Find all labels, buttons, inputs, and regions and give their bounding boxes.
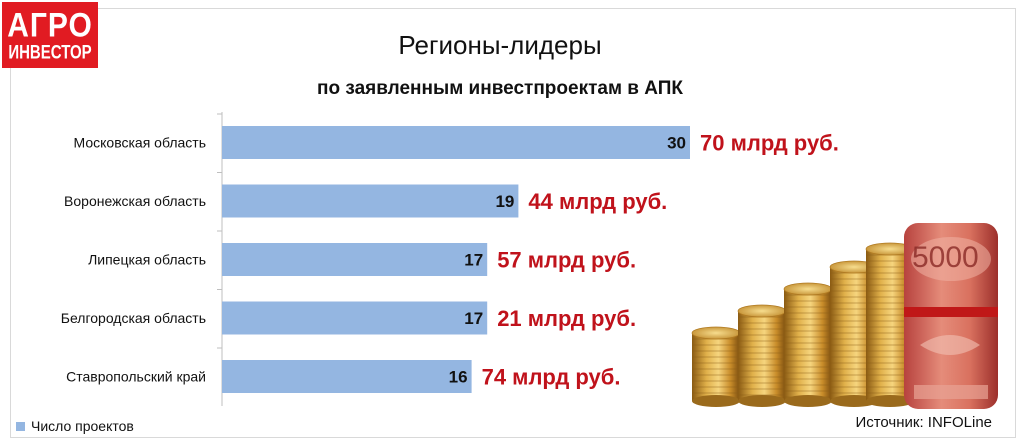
amount-annotation: 57 млрд руб.	[497, 248, 636, 273]
category-label: Московская область	[74, 135, 206, 151]
chart-title: Регионы-лидеры	[398, 30, 602, 60]
amount-annotation: 44 млрд руб.	[528, 189, 667, 214]
coin-stacks	[691, 242, 915, 407]
bar	[222, 243, 488, 276]
bar	[222, 301, 488, 335]
data-label: 17	[464, 309, 483, 328]
bar	[222, 360, 472, 393]
amount-annotation: 21 млрд руб.	[497, 306, 636, 331]
data-label: 17	[464, 251, 483, 270]
data-label: 30	[667, 134, 686, 153]
logo-line-1: АГРО	[7, 5, 93, 44]
amount-annotation: 70 млрд руб.	[700, 131, 839, 156]
category-label: Воронежская область	[64, 193, 206, 209]
legend-swatch	[16, 421, 25, 431]
money-illustration: 5000	[691, 223, 998, 409]
bar	[222, 126, 690, 159]
logo-line-2: ИНВЕСТОР	[8, 40, 92, 64]
category-label: Белгородская область	[61, 310, 206, 326]
amount-annotation: 74 млрд руб.	[482, 365, 621, 390]
data-label: 19	[495, 192, 514, 211]
svg-text:5000: 5000	[912, 241, 979, 274]
category-label: Липецкая область	[88, 252, 206, 268]
bar	[222, 184, 519, 218]
data-label: 16	[449, 368, 468, 387]
category-label: Ставропольский край	[66, 369, 206, 385]
chart-subtitle: по заявленным инвестпроектам в АПК	[317, 78, 683, 99]
legend-label: Число проектов	[31, 418, 134, 434]
chart-legend: Число проектов	[16, 418, 134, 434]
agroinvestor-logo: АГРО ИНВЕСТОР	[2, 2, 98, 68]
source-note: Источник: INFOLine	[855, 414, 992, 431]
banknote-roll: 5000	[904, 223, 998, 409]
